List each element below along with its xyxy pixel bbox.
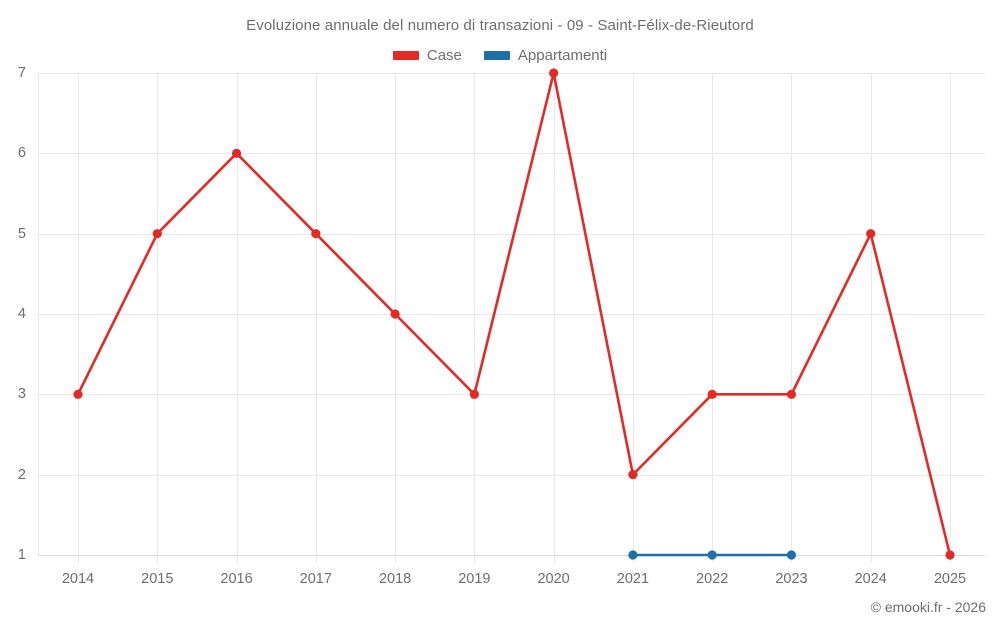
y-axis-tick-label: 5	[17, 225, 26, 242]
y-axis-tick-label: 6	[17, 145, 26, 162]
x-axis-tick-label: 2021	[616, 571, 650, 587]
legend-swatch-icon	[392, 50, 419, 60]
x-axis-tick-label: 2020	[537, 571, 570, 587]
x-axis-tick-label: 2017	[299, 571, 332, 587]
y-axis-tick-label: 1	[17, 547, 26, 563]
legend-swatch-icon	[483, 50, 510, 60]
x-axis-tick-label: 2016	[220, 571, 253, 587]
series-points	[73, 68, 955, 560]
copyright-credit: © emooki.fr - 2026	[870, 599, 986, 615]
x-axis-tick-label: 2024	[854, 571, 887, 587]
x-axis-tick-label: 2019	[458, 571, 491, 587]
gridlines	[38, 73, 985, 563]
legend-item-label: Case	[426, 46, 462, 64]
chart-title: Evoluzione annuale del numero di transaz…	[246, 17, 754, 34]
legend-item-appartamenti[interactable]: Appartamenti	[483, 46, 608, 64]
x-axis-tick-label: 2014	[61, 571, 95, 587]
y-axis-tick-label: 2	[17, 466, 26, 483]
legend-item-label: Appartamenti	[517, 46, 608, 64]
chart-legend: Case Appartamenti	[0, 44, 1000, 66]
x-axis-tick-label: 2015	[141, 571, 174, 587]
y-axis-tick-label: 3	[17, 386, 26, 403]
x-axis-tick-label: 2018	[378, 571, 412, 587]
x-axis-tick-label: 2023	[775, 571, 808, 587]
y-axis-tick-label: 7	[17, 65, 26, 81]
y-axis-tick-label: 4	[17, 306, 26, 322]
x-axis-tick-label: 2025	[933, 571, 967, 587]
x-axis-tick-label: 2022	[696, 571, 729, 587]
legend-item-case[interactable]: Case	[392, 46, 462, 64]
